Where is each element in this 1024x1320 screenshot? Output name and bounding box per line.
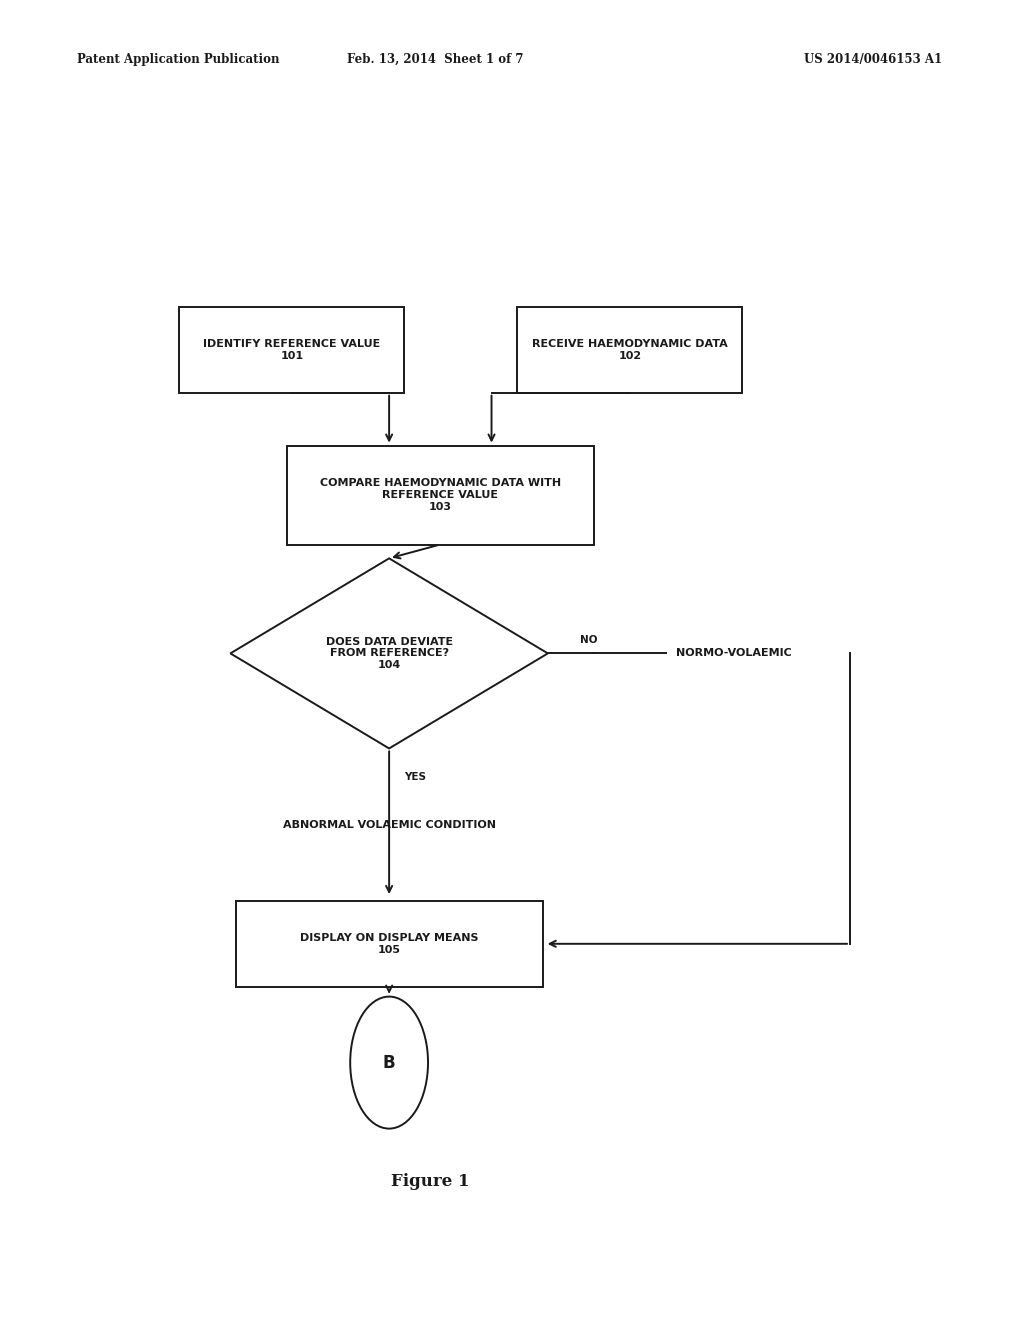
Text: NORMO-VOLAEMIC: NORMO-VOLAEMIC <box>676 648 792 659</box>
Bar <box>287 446 594 544</box>
Bar <box>517 306 742 393</box>
Polygon shape <box>230 558 548 748</box>
Text: Figure 1: Figure 1 <box>391 1173 469 1189</box>
Text: NO: NO <box>580 635 598 645</box>
Text: DOES DATA DEVIATE
FROM REFERENCE?
104: DOES DATA DEVIATE FROM REFERENCE? 104 <box>326 636 453 671</box>
Bar <box>236 902 543 987</box>
Text: YES: YES <box>404 772 426 783</box>
Text: IDENTIFY REFERENCE VALUE
101: IDENTIFY REFERENCE VALUE 101 <box>203 339 381 360</box>
Text: B: B <box>383 1053 395 1072</box>
Text: US 2014/0046153 A1: US 2014/0046153 A1 <box>804 53 942 66</box>
Text: DISPLAY ON DISPLAY MEANS
105: DISPLAY ON DISPLAY MEANS 105 <box>300 933 478 954</box>
Text: ABNORMAL VOLAEMIC CONDITION: ABNORMAL VOLAEMIC CONDITION <box>283 820 496 830</box>
Bar <box>179 306 404 393</box>
Text: Feb. 13, 2014  Sheet 1 of 7: Feb. 13, 2014 Sheet 1 of 7 <box>347 53 523 66</box>
Text: RECEIVE HAEMODYNAMIC DATA
102: RECEIVE HAEMODYNAMIC DATA 102 <box>531 339 728 360</box>
Text: COMPARE HAEMODYNAMIC DATA WITH
REFERENCE VALUE
103: COMPARE HAEMODYNAMIC DATA WITH REFERENCE… <box>319 478 561 512</box>
Ellipse shape <box>350 997 428 1129</box>
Text: Patent Application Publication: Patent Application Publication <box>77 53 280 66</box>
